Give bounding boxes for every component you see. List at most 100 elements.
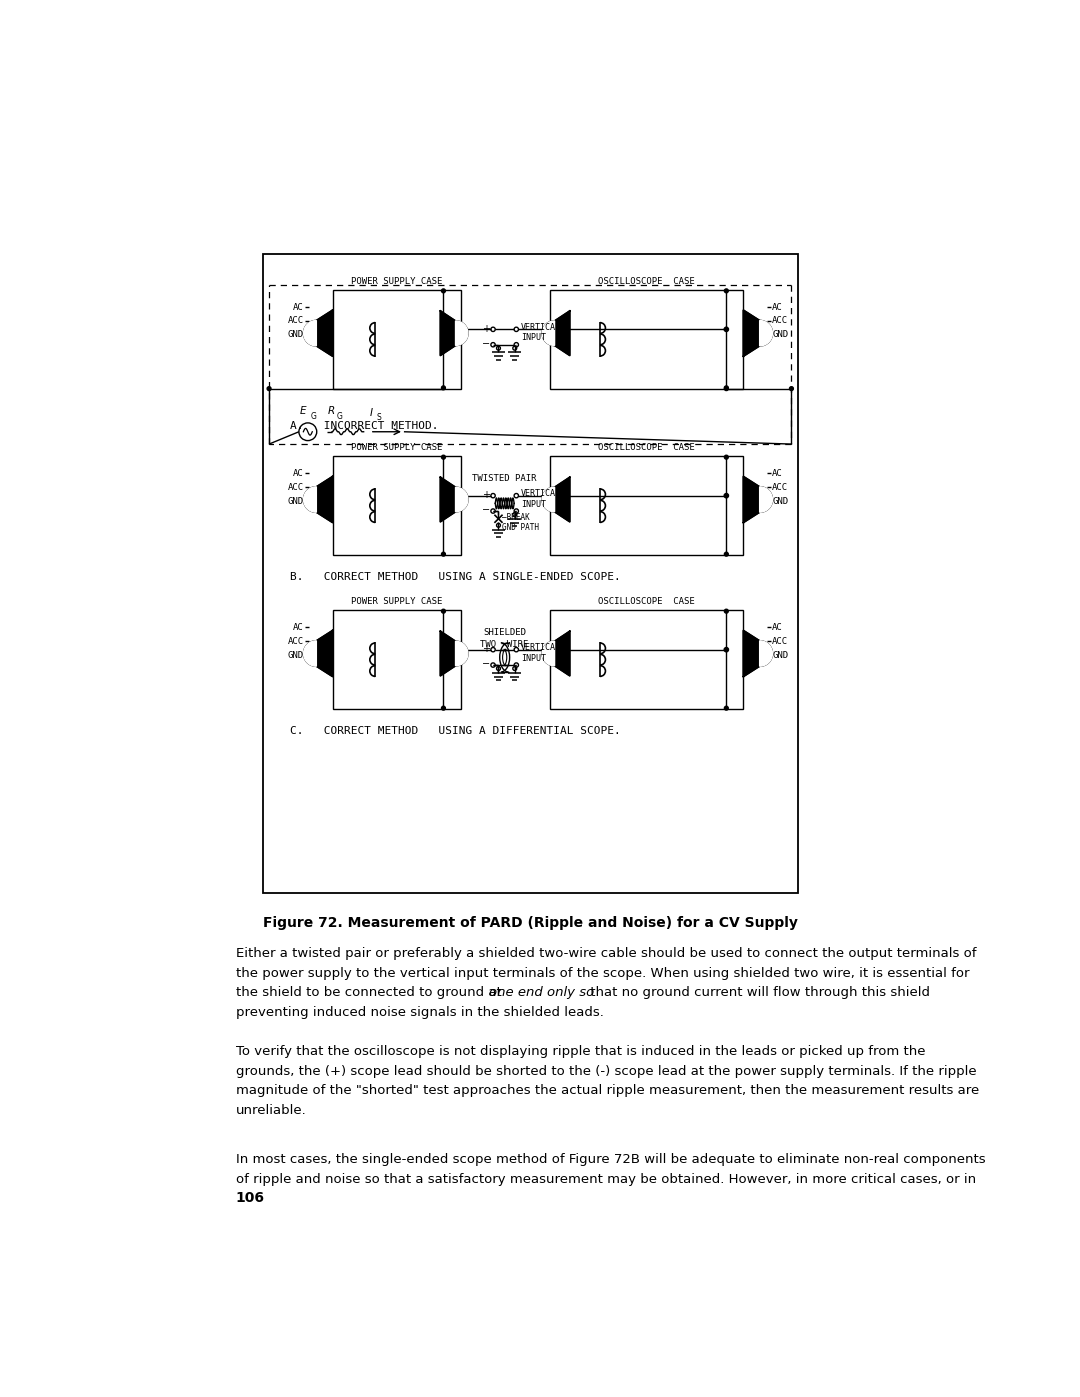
Circle shape	[267, 387, 271, 391]
Bar	[550, 291, 743, 388]
Polygon shape	[542, 641, 555, 666]
Circle shape	[725, 327, 729, 331]
Circle shape	[442, 493, 446, 497]
Text: GND: GND	[288, 651, 303, 659]
Text: OSCILLOSCOPE  CASE: OSCILLOSCOPE CASE	[598, 277, 694, 286]
Text: POWER SUPPLY CASE: POWER SUPPLY CASE	[351, 443, 442, 453]
Text: INPUT: INPUT	[521, 334, 546, 342]
Text: G: G	[337, 412, 342, 420]
Polygon shape	[542, 321, 555, 345]
Circle shape	[442, 386, 445, 390]
Text: ACC: ACC	[288, 483, 303, 492]
Text: grounds, the (+) scope lead should be shorted to the (-) scope lead at the power: grounds, the (+) scope lead should be sh…	[235, 1065, 976, 1077]
Polygon shape	[555, 312, 570, 355]
Text: POWER SUPPLY CASE: POWER SUPPLY CASE	[351, 277, 442, 286]
Circle shape	[725, 289, 728, 293]
Circle shape	[442, 455, 445, 460]
Polygon shape	[456, 488, 468, 511]
Polygon shape	[759, 320, 772, 346]
Polygon shape	[759, 486, 772, 513]
Text: TWO -WIRE: TWO -WIRE	[481, 640, 529, 648]
Text: +: +	[482, 324, 490, 334]
Text: of ripple and noise so that a satisfactory measurement may be obtained. However,: of ripple and noise so that a satisfacto…	[235, 1172, 976, 1186]
Circle shape	[442, 647, 446, 652]
Text: GND: GND	[772, 496, 788, 506]
Text: AC: AC	[772, 303, 783, 312]
Circle shape	[725, 647, 729, 652]
Polygon shape	[441, 478, 456, 522]
Bar	[333, 610, 460, 708]
Text: Either a twisted pair or preferably a shielded two-wire cable should be used to : Either a twisted pair or preferably a sh…	[235, 947, 976, 960]
Text: GND: GND	[772, 330, 788, 339]
Circle shape	[442, 707, 445, 710]
Text: Figure 72. Measurement of PARD (Ripple and Noise) for a CV Supply: Figure 72. Measurement of PARD (Ripple a…	[262, 916, 798, 930]
Text: ACC: ACC	[288, 316, 303, 326]
Text: +: +	[482, 644, 490, 654]
Text: E: E	[300, 407, 307, 416]
Circle shape	[725, 552, 728, 556]
Text: AC: AC	[293, 623, 303, 631]
Bar	[550, 457, 743, 555]
Circle shape	[725, 609, 728, 613]
Polygon shape	[441, 631, 456, 676]
Text: SHIELDED: SHIELDED	[483, 629, 526, 637]
Circle shape	[442, 289, 445, 293]
Polygon shape	[456, 321, 468, 345]
Polygon shape	[759, 641, 772, 666]
Circle shape	[725, 387, 728, 391]
Text: INPUT: INPUT	[521, 500, 546, 509]
Bar	[333, 291, 460, 388]
Circle shape	[442, 609, 445, 613]
Text: OSCILLOSCOPE  CASE: OSCILLOSCOPE CASE	[598, 597, 694, 606]
Text: ACC: ACC	[772, 483, 788, 492]
Bar	[333, 457, 460, 555]
Text: —BREAK: —BREAK	[502, 513, 530, 521]
Text: AC: AC	[772, 469, 783, 478]
Text: that no ground current will flow through this shield: that no ground current will flow through…	[586, 986, 930, 999]
Text: To verify that the oscilloscope is not displaying ripple that is induced in the : To verify that the oscilloscope is not d…	[235, 1045, 926, 1058]
Text: POWER SUPPLY CASE: POWER SUPPLY CASE	[351, 597, 442, 606]
Text: the power supply to the vertical input terminals of the scope. When using shield: the power supply to the vertical input t…	[235, 967, 969, 979]
Text: A.   INCORRECT METHOD.: A. INCORRECT METHOD.	[291, 420, 438, 430]
Polygon shape	[303, 320, 316, 346]
Text: −: −	[482, 506, 490, 515]
Polygon shape	[456, 641, 468, 666]
Polygon shape	[743, 310, 759, 356]
Text: VERTICAL: VERTICAL	[521, 489, 561, 497]
Text: VERTICAL: VERTICAL	[521, 643, 561, 652]
Text: AC: AC	[293, 303, 303, 312]
Polygon shape	[441, 312, 456, 355]
Text: OSCILLOSCOPE  CASE: OSCILLOSCOPE CASE	[598, 443, 694, 453]
Text: −: −	[482, 659, 490, 669]
Circle shape	[789, 387, 794, 391]
Text: one end only so: one end only so	[489, 986, 594, 999]
Text: GND: GND	[288, 496, 303, 506]
Text: I: I	[370, 408, 373, 418]
Polygon shape	[555, 478, 570, 522]
Bar	[550, 610, 743, 708]
Polygon shape	[303, 486, 316, 513]
Text: GND: GND	[288, 330, 303, 339]
Text: 106: 106	[235, 1190, 265, 1204]
Text: preventing induced noise signals in the shielded leads.: preventing induced noise signals in the …	[235, 1006, 604, 1018]
Text: TWISTED PAIR: TWISTED PAIR	[472, 474, 537, 483]
Polygon shape	[743, 476, 759, 522]
Text: +: +	[482, 490, 490, 500]
Text: G: G	[310, 412, 316, 420]
Text: ACC: ACC	[772, 637, 788, 645]
Text: AC: AC	[772, 623, 783, 631]
Text: unreliable.: unreliable.	[235, 1104, 307, 1118]
Circle shape	[442, 327, 446, 331]
Circle shape	[725, 707, 728, 710]
Polygon shape	[743, 630, 759, 676]
Text: GND: GND	[772, 651, 788, 659]
Text: AC: AC	[293, 469, 303, 478]
Polygon shape	[555, 631, 570, 676]
Polygon shape	[542, 488, 555, 511]
Text: C.   CORRECT METHOD   USING A DIFFERENTIAL SCOPE.: C. CORRECT METHOD USING A DIFFERENTIAL S…	[291, 726, 621, 736]
Polygon shape	[316, 630, 333, 676]
Text: R: R	[327, 407, 335, 416]
Text: ACC: ACC	[772, 316, 788, 326]
Text: magnitude of the "shorted" test approaches the actual ripple measurement, then t: magnitude of the "shorted" test approach…	[235, 1084, 978, 1097]
Text: In most cases, the single-ended scope method of Figure 72B will be adequate to e: In most cases, the single-ended scope me…	[235, 1153, 985, 1166]
